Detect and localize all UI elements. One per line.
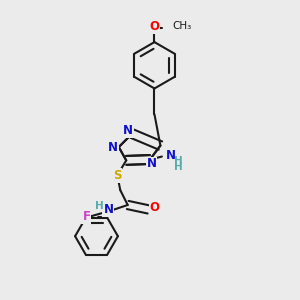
Text: N: N xyxy=(166,148,176,162)
Text: N: N xyxy=(103,203,113,216)
Text: F: F xyxy=(82,210,90,223)
Text: H: H xyxy=(95,201,104,211)
Text: N: N xyxy=(108,140,118,154)
Text: CH₃: CH₃ xyxy=(172,21,191,32)
Text: S: S xyxy=(113,169,122,182)
Text: O: O xyxy=(149,202,160,214)
Text: O: O xyxy=(149,20,160,33)
Text: N: N xyxy=(146,158,157,170)
Text: H: H xyxy=(174,162,183,172)
Text: N: N xyxy=(123,124,133,137)
Text: H: H xyxy=(174,156,183,166)
